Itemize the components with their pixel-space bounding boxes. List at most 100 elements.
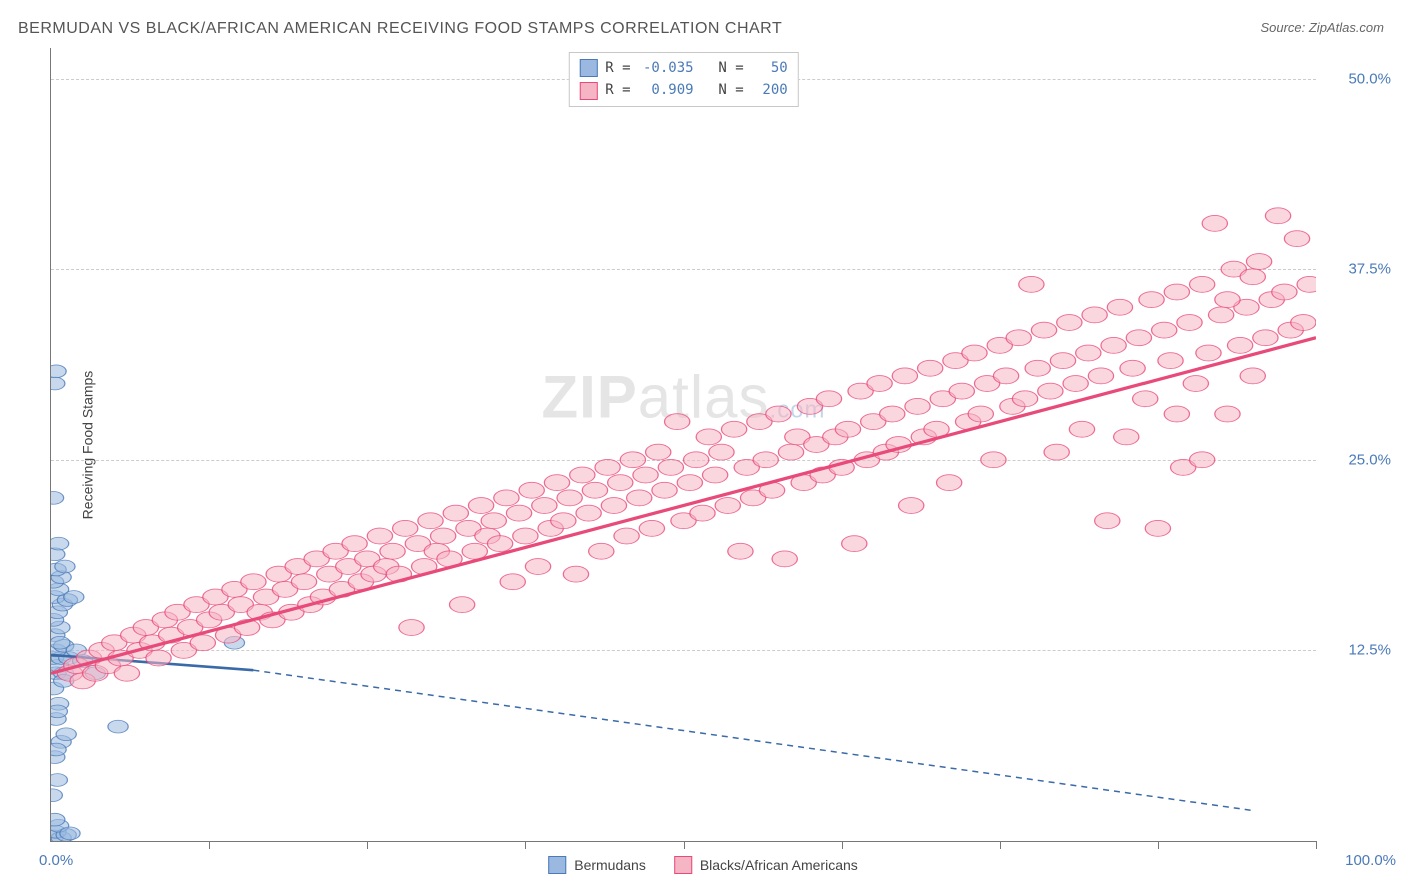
data-point bbox=[1057, 315, 1082, 331]
trend-line bbox=[51, 338, 1316, 674]
data-point bbox=[1044, 444, 1069, 460]
data-point bbox=[64, 591, 84, 604]
data-point bbox=[393, 520, 418, 536]
data-point bbox=[60, 827, 80, 840]
legend-n-value: 50 bbox=[752, 57, 788, 79]
data-point bbox=[1063, 376, 1088, 392]
data-point bbox=[867, 376, 892, 392]
data-point bbox=[633, 467, 658, 483]
data-point bbox=[1158, 353, 1183, 369]
data-point bbox=[481, 513, 506, 529]
scatter-svg bbox=[51, 48, 1316, 841]
y-tick-label: 50.0% bbox=[1348, 70, 1391, 87]
legend-series-item: Bermudans bbox=[548, 856, 646, 874]
data-point bbox=[1019, 276, 1044, 292]
data-point bbox=[1208, 307, 1233, 323]
data-point bbox=[753, 452, 778, 468]
data-point bbox=[582, 482, 607, 498]
data-point bbox=[1088, 368, 1113, 384]
data-point bbox=[981, 452, 1006, 468]
data-point bbox=[1095, 513, 1120, 529]
data-point bbox=[690, 505, 715, 521]
data-point bbox=[892, 368, 917, 384]
legend-r-value: -0.035 bbox=[639, 57, 694, 79]
data-point bbox=[519, 482, 544, 498]
legend-series-label: Bermudans bbox=[574, 857, 646, 873]
data-point bbox=[1120, 360, 1145, 376]
legend-series-label: Blacks/African Americans bbox=[700, 857, 858, 873]
legend-n-label: N = bbox=[702, 57, 744, 79]
data-point bbox=[1139, 292, 1164, 308]
data-point bbox=[1215, 406, 1240, 422]
data-point bbox=[842, 536, 867, 552]
legend-n-label: N = bbox=[702, 79, 744, 101]
data-point bbox=[443, 505, 468, 521]
legend-series-item: Blacks/African Americans bbox=[674, 856, 858, 874]
data-point bbox=[532, 498, 557, 514]
data-point bbox=[658, 459, 683, 475]
data-point bbox=[728, 543, 753, 559]
legend-swatch bbox=[579, 59, 597, 77]
data-point bbox=[563, 566, 588, 582]
data-point bbox=[418, 513, 443, 529]
data-point bbox=[614, 528, 639, 544]
x-max-label: 100.0% bbox=[1345, 852, 1396, 869]
data-point bbox=[696, 429, 721, 445]
data-point bbox=[1253, 330, 1278, 346]
x-tick bbox=[1000, 841, 1001, 849]
data-point bbox=[291, 574, 316, 590]
x-tick bbox=[684, 841, 685, 849]
data-point bbox=[241, 574, 266, 590]
data-point bbox=[1297, 276, 1316, 292]
data-point bbox=[462, 543, 487, 559]
data-point bbox=[449, 597, 474, 613]
legend-correlation: R =-0.035 N =50R =0.909 N =200 bbox=[568, 52, 798, 107]
data-point bbox=[665, 414, 690, 430]
data-point bbox=[620, 452, 645, 468]
data-point bbox=[506, 505, 531, 521]
data-point bbox=[51, 636, 70, 649]
data-point bbox=[51, 774, 67, 787]
data-point bbox=[1006, 330, 1031, 346]
x-tick bbox=[525, 841, 526, 849]
data-point bbox=[639, 520, 664, 536]
data-point bbox=[721, 421, 746, 437]
data-point bbox=[1031, 322, 1056, 338]
data-point bbox=[1152, 322, 1177, 338]
data-point bbox=[1025, 360, 1050, 376]
data-point bbox=[1069, 421, 1094, 437]
chart-title: BERMUDAN VS BLACK/AFRICAN AMERICAN RECEI… bbox=[18, 20, 782, 38]
data-point bbox=[1114, 429, 1139, 445]
data-point bbox=[627, 490, 652, 506]
data-point bbox=[1240, 368, 1265, 384]
data-point bbox=[1012, 391, 1037, 407]
legend-swatch bbox=[548, 856, 566, 874]
data-point bbox=[968, 406, 993, 422]
data-point bbox=[1107, 299, 1132, 315]
data-point bbox=[949, 383, 974, 399]
data-point bbox=[114, 665, 139, 681]
data-point bbox=[766, 406, 791, 422]
data-point bbox=[709, 444, 734, 460]
data-point bbox=[702, 467, 727, 483]
data-point bbox=[342, 536, 367, 552]
data-point bbox=[51, 365, 66, 378]
data-point bbox=[51, 492, 64, 505]
data-point bbox=[905, 398, 930, 414]
data-point bbox=[190, 635, 215, 651]
data-point bbox=[55, 560, 75, 573]
data-point bbox=[51, 537, 69, 550]
data-point bbox=[1076, 345, 1101, 361]
plot-area: Receiving Food Stamps 0.0% 100.0% ZIPatl… bbox=[50, 48, 1316, 842]
data-point bbox=[51, 705, 67, 718]
data-point bbox=[570, 467, 595, 483]
data-point bbox=[108, 720, 128, 733]
data-point bbox=[677, 475, 702, 491]
source-name: ZipAtlas.com bbox=[1309, 20, 1384, 35]
data-point bbox=[1291, 315, 1316, 331]
data-point bbox=[494, 490, 519, 506]
data-point bbox=[772, 551, 797, 567]
data-point bbox=[1133, 391, 1158, 407]
data-point bbox=[1196, 345, 1221, 361]
data-point bbox=[1227, 337, 1252, 353]
